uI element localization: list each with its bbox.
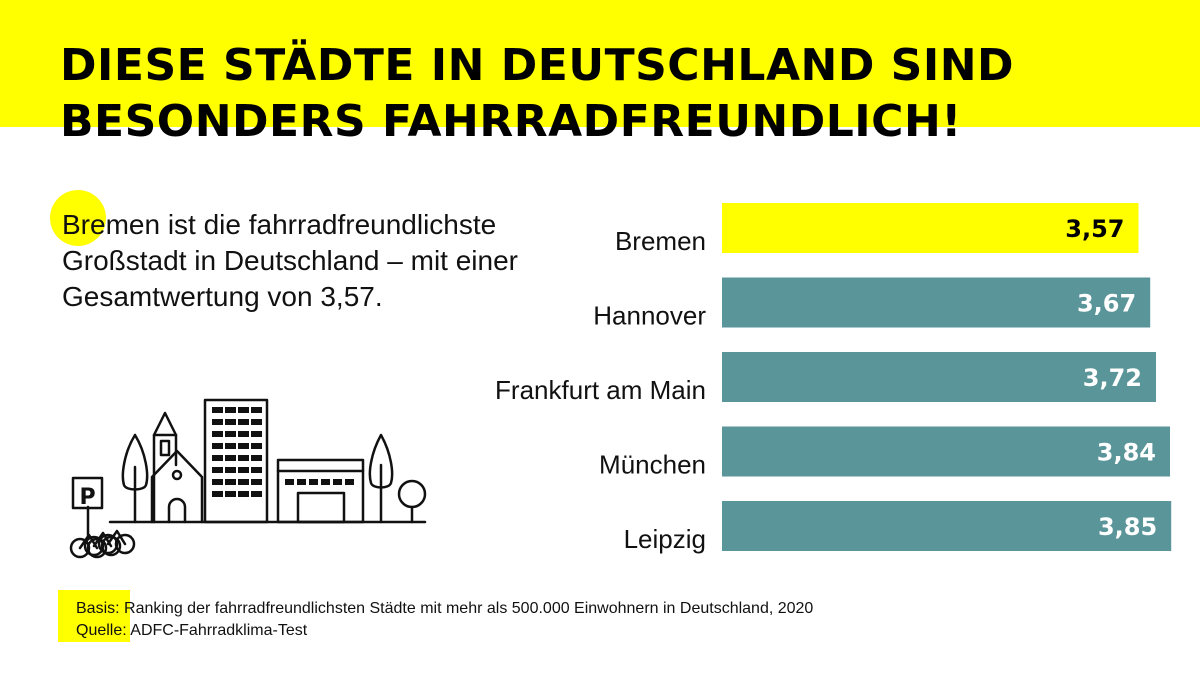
title-line-2: BESONDERS FAHRRADFREUNDLICH!: [60, 96, 962, 147]
category-label-1: Hannover: [593, 301, 706, 331]
footer-highlight: [58, 590, 130, 642]
footer-notes: Basis: Ranking der fahrradfreundlichsten…: [76, 598, 813, 642]
highlight-dot: [50, 190, 106, 246]
footer-source: Quelle: ADFC-Fahrradklima-Test: [76, 620, 813, 642]
category-label-3: München: [599, 450, 706, 480]
value-label-0: 3,57: [1065, 215, 1124, 243]
bar-0: [722, 203, 1139, 253]
parking-sign-label: P: [79, 485, 95, 510]
value-label-4: 3,85: [1098, 513, 1157, 541]
category-label-4: Leipzig: [624, 524, 706, 554]
bar-4: [722, 501, 1172, 551]
bar-3: [722, 426, 1170, 477]
category-label-2: Frankfurt am Main: [495, 375, 706, 405]
intro-text: Bremen ist die fahrradfreundlichste Groß…: [62, 209, 518, 312]
title-line-1: DIESE STÄDTE IN DEUTSCHLAND SIND: [60, 40, 1015, 91]
source-label: Quelle:: [76, 622, 127, 639]
value-label-2: 3,72: [1083, 364, 1142, 392]
bar-2: [722, 352, 1156, 402]
page-title: DIESE STÄDTE IN DEUTSCHLAND SIND BESONDE…: [60, 38, 1014, 150]
city-bike-parking-icon: P: [69, 398, 427, 559]
footer-basis: Basis: Ranking der fahrradfreundlichsten…: [76, 598, 813, 620]
basis-label: Basis:: [76, 600, 120, 617]
header-band: [0, 0, 1200, 127]
source-text: ADFC-Fahrradklima-Test: [126, 622, 308, 639]
value-label-3: 3,84: [1097, 439, 1156, 467]
basis-text: Ranking der fahrradfreundlichsten Städte…: [119, 600, 814, 617]
bar-chart: Bremen 3,57 Hannover 3,67 Frankfurt am Main 3…: [495, 203, 1172, 554]
category-label-0: Bremen: [615, 226, 706, 256]
bar-1: [722, 277, 1151, 328]
value-label-1: 3,67: [1077, 290, 1136, 318]
